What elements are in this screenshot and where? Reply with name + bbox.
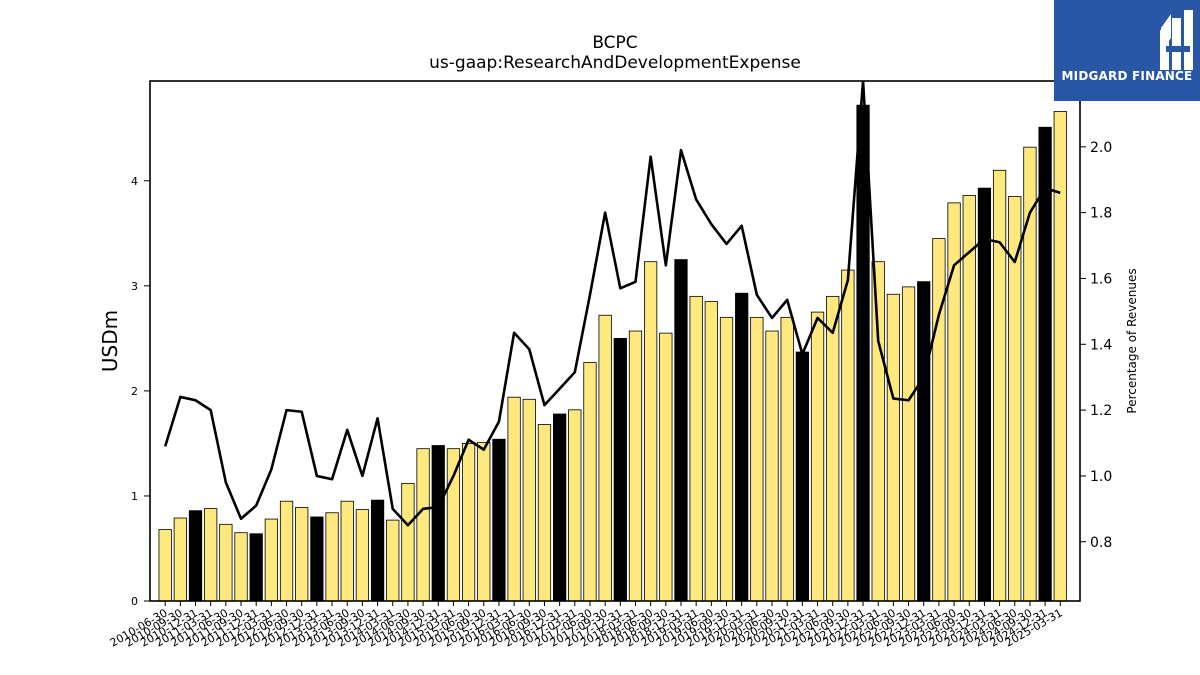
bar	[507, 396, 521, 602]
bar	[310, 516, 324, 602]
bar	[234, 532, 248, 602]
logo-text: MIDGARD FINANCE	[1061, 69, 1193, 83]
bar	[856, 104, 870, 602]
bar	[219, 523, 233, 602]
bar	[917, 281, 931, 602]
bar	[765, 330, 779, 602]
midgard-finance-logo: MIDGARD FINANCE	[1054, 0, 1200, 101]
bar	[598, 314, 612, 602]
logo-mark-icon	[1160, 10, 1193, 70]
bar	[204, 508, 218, 602]
bar	[628, 330, 643, 602]
bar	[386, 519, 400, 602]
bar	[992, 169, 1007, 602]
bar	[325, 512, 339, 602]
bar	[492, 438, 506, 602]
bar	[795, 351, 809, 602]
bar	[704, 301, 718, 602]
bar	[644, 261, 658, 602]
bar	[932, 238, 946, 602]
y-axis-label: USDm	[98, 310, 122, 372]
bar	[553, 413, 567, 602]
bar	[750, 316, 764, 602]
plot-frame	[149, 80, 1081, 602]
bar	[1038, 126, 1052, 602]
bar	[188, 510, 203, 602]
right-tick-label: 1.2	[1090, 403, 1112, 419]
bar	[689, 295, 703, 602]
bar	[1053, 111, 1067, 602]
right-tick-label: 1.6	[1090, 271, 1112, 287]
chart-subtitle: us-gaap:ResearchAndDevelopmentExpense	[429, 53, 801, 73]
bar	[613, 337, 627, 602]
bar	[461, 443, 476, 602]
axes: 012340.81.01.21.41.61.82.02010-06-302010…	[108, 80, 1112, 650]
bar	[735, 292, 749, 602]
bar	[810, 311, 825, 602]
bar	[886, 293, 901, 602]
bar	[674, 259, 688, 602]
bar	[401, 482, 415, 602]
percentage-line	[163, 81, 1061, 527]
right-tick-label: 1.8	[1090, 206, 1112, 222]
bar	[871, 261, 885, 602]
bar	[719, 316, 734, 602]
bar	[416, 448, 430, 602]
bar	[901, 286, 916, 602]
bar	[249, 533, 263, 602]
left-tick-label: 3	[131, 280, 138, 293]
left-tick-label: 1	[131, 490, 138, 503]
bar	[780, 316, 794, 602]
right-tick-label: 1.4	[1090, 337, 1112, 353]
bar	[826, 295, 840, 602]
bar	[158, 529, 172, 602]
left-tick-label: 2	[131, 385, 138, 398]
left-tick-label: 0	[131, 595, 138, 608]
bar	[340, 500, 354, 602]
bar	[173, 517, 187, 602]
bar	[370, 499, 385, 602]
left-tick-label: 4	[131, 175, 138, 188]
bar	[355, 509, 370, 602]
bar	[279, 500, 294, 602]
bar	[446, 448, 461, 602]
bar	[295, 507, 309, 602]
bar	[841, 269, 855, 602]
bar	[568, 409, 582, 602]
bar	[537, 424, 552, 602]
bar	[264, 518, 278, 602]
right-tick-label: 2.0	[1090, 140, 1112, 156]
bar	[977, 187, 992, 602]
bar	[522, 398, 536, 602]
chart-title: BCPC	[592, 33, 638, 53]
percentage-line-series	[163, 81, 1061, 527]
right-tick-label: 1.0	[1090, 469, 1112, 485]
bar	[431, 445, 445, 602]
bar	[659, 332, 673, 602]
bar	[583, 362, 597, 602]
axis-labels: USDm Percentage of Revenues	[98, 268, 1139, 413]
right-tick-label: 0.8	[1090, 535, 1112, 551]
y2-axis-label: Percentage of Revenues	[1125, 268, 1139, 413]
bar	[477, 441, 491, 602]
